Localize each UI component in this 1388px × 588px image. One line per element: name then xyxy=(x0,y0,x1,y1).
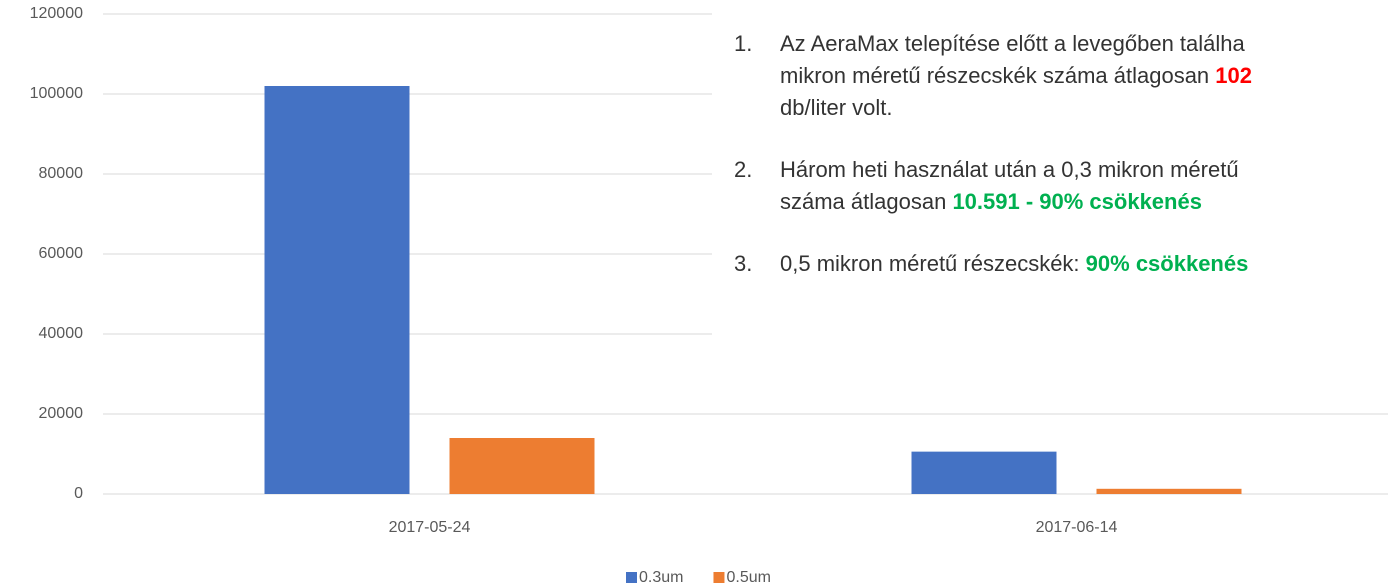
legend-label: 0.5um xyxy=(726,569,770,586)
legend-swatch xyxy=(713,572,725,583)
item-number: 3. xyxy=(734,251,753,276)
bar xyxy=(911,451,1057,494)
text-line: Az AeraMax telepítése előtt a levegőben … xyxy=(780,28,1252,60)
text-line: db/liter volt. xyxy=(780,92,1252,124)
x-tick-label: 2017-06-14 xyxy=(1036,519,1118,536)
bar xyxy=(264,86,410,494)
legend-label: 0.3um xyxy=(639,569,683,586)
highlight: 102 xyxy=(1215,63,1253,88)
text-run: Három heti használat után a 0,3 mikron m… xyxy=(780,157,1239,182)
y-tick-label: 100000 xyxy=(30,85,83,102)
text-line: 0,5 mikron méretű részecskék: 90% csökke… xyxy=(780,248,1248,280)
y-tick-label: 0 xyxy=(74,485,83,502)
y-tick-label: 60000 xyxy=(39,245,84,262)
text-line: Három heti használat után a 0,3 mikron m… xyxy=(780,154,1239,186)
text-run: db/liter volt. xyxy=(780,95,893,120)
highlight: 10.591 - 90% csökkenés xyxy=(952,189,1202,214)
y-tick-label: 40000 xyxy=(39,325,84,342)
item-text: 0,5 mikron méretű részecskék: 90% csökke… xyxy=(780,248,1248,280)
y-tick-label: 120000 xyxy=(30,5,83,22)
annotation-box: 1. Az AeraMax telepítése előtt a levegőbe… xyxy=(712,0,1388,378)
item-number: 2. xyxy=(734,157,753,182)
y-tick-label: 20000 xyxy=(39,405,84,422)
item-text: Az AeraMax telepítése előtt a levegőben … xyxy=(780,28,1252,124)
bar xyxy=(449,438,595,494)
text-run: mikron méretű részecskék száma átlagosan xyxy=(780,63,1216,88)
highlight: 90% csökkenés xyxy=(1085,251,1249,276)
text-line: száma átlagosan 10.591 - 90% csökkenés xyxy=(780,186,1239,218)
text-run: 0,5 mikron méretű részecskék: xyxy=(780,251,1086,276)
bar xyxy=(1096,488,1242,494)
text-run: száma átlagosan xyxy=(780,189,953,214)
text-run: Az AeraMax telepítése előtt a levegőben … xyxy=(780,31,1245,56)
x-tick-label: 2017-05-24 xyxy=(389,519,471,536)
text-line: mikron méretű részecskék száma átlagosan… xyxy=(780,60,1252,92)
legend-swatch xyxy=(626,572,637,583)
y-tick-label: 80000 xyxy=(39,165,84,182)
item-number: 1. xyxy=(734,31,753,56)
item-text: Három heti használat után a 0,3 mikron m… xyxy=(780,154,1239,218)
